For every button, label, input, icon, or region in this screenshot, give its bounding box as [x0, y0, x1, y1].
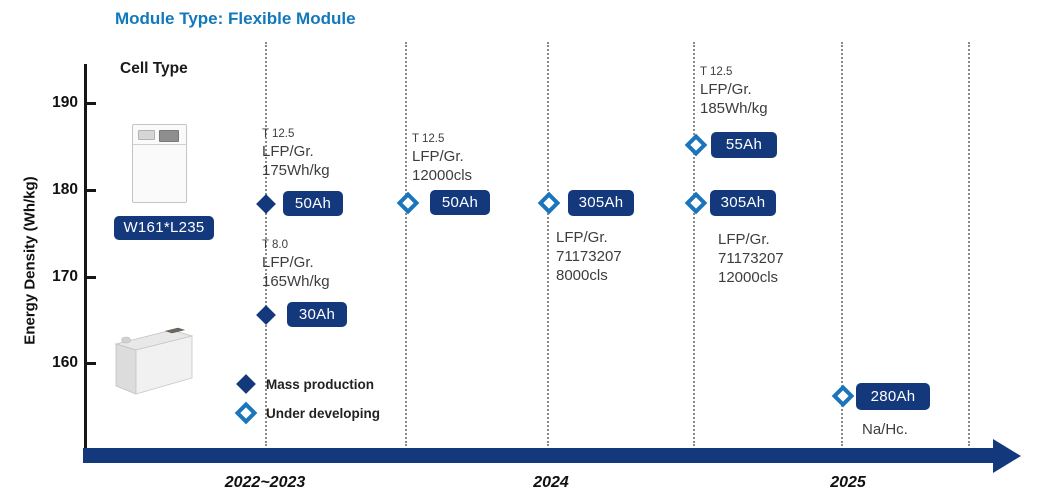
annotation-line: LFP/Gr. — [412, 148, 464, 165]
annotation-line: LFP/Gr. — [262, 143, 314, 160]
annotation-line: 71173207 — [556, 248, 622, 265]
annotation-line: LFP/Gr. — [700, 81, 752, 98]
dotted-guide-line — [693, 42, 695, 446]
under-developing-diamond-icon — [537, 191, 561, 215]
page-title: Module Type: Flexible Module — [115, 9, 356, 28]
dotted-guide-line — [547, 42, 549, 446]
capacity-badge: 305Ah — [710, 190, 776, 216]
annotation-line: T 12.5 — [412, 133, 445, 145]
annotation-50ah-ud: T 12.5 LFP/Gr. 12000cls — [412, 132, 472, 185]
mass-production-diamond-icon — [256, 194, 276, 214]
dotted-guide-line — [968, 42, 970, 446]
y-axis-label: Energy Density (Wh/kg) — [21, 176, 39, 345]
capacity-badge: 50Ah — [283, 191, 343, 216]
x-label-2024: 2024 — [533, 474, 569, 491]
annotation-line: 175Wh/kg — [262, 162, 330, 179]
x-label-2022-2023: 2022~2023 — [224, 474, 306, 491]
annotation-line: Na/Hc. — [862, 421, 908, 438]
y-tick-label: 170 — [52, 268, 78, 285]
y-axis-line — [84, 64, 87, 463]
capacity-badge: 55Ah — [711, 132, 777, 158]
timeline-arrow-head-icon — [993, 439, 1021, 473]
annotation-305ah-late2024: LFP/Gr. 71173207 12000cls — [718, 230, 784, 287]
legend-under-developing-label: Under developing — [266, 406, 381, 421]
y-tick-mark — [87, 362, 96, 365]
annotation-line: 71173207 — [718, 250, 784, 267]
y-tick-label: 180 — [52, 181, 78, 198]
annotation-line: T 12.5 — [262, 128, 295, 140]
capacity-badge: 280Ah — [856, 383, 930, 410]
annotation-line: LFP/Gr. — [556, 229, 608, 246]
dotted-guide-line — [841, 42, 843, 446]
y-tick-mark — [87, 189, 96, 192]
y-tick-mark — [87, 276, 96, 279]
prismatic-cell-3d-image — [114, 327, 194, 395]
timeline-arrow-shaft — [83, 448, 993, 463]
mass-production-legend-diamond-icon — [236, 374, 256, 394]
mass-production-diamond-icon — [256, 305, 276, 325]
annotation-line: T 8.0 — [262, 239, 288, 251]
under-developing-diamond-icon — [684, 133, 708, 157]
annotation-line: 8000cls — [556, 267, 608, 284]
annotation-line: 12000cls — [412, 167, 473, 184]
prismatic-cell-front-image — [132, 124, 187, 203]
annotation-line: T 12.5 — [700, 66, 733, 78]
cell-type-heading: Cell Type — [120, 60, 188, 77]
annotation-nahc: Na/Hc. — [862, 420, 908, 439]
annotation-30ah-mp: T 8.0 LFP/Gr. 165Wh/kg — [262, 238, 330, 291]
under-developing-diamond-icon — [396, 191, 420, 215]
y-tick-label: 160 — [52, 354, 78, 371]
annotation-305ah-2024: LFP/Gr. 71173207 8000cls — [556, 228, 622, 285]
annotation-line: LFP/Gr. — [262, 254, 314, 271]
annotation-line: 12000cls — [718, 269, 779, 286]
dotted-guide-line — [405, 42, 407, 446]
x-label-2025: 2025 — [830, 474, 866, 491]
annotation-line: LFP/Gr. — [718, 231, 770, 248]
annotation-line: 185Wh/kg — [700, 100, 768, 117]
annotation-55ah-ud: T 12.5 LFP/Gr. 185Wh/kg — [700, 65, 768, 118]
y-tick-mark — [87, 102, 96, 105]
capacity-badge: 305Ah — [568, 190, 634, 216]
cell-size-badge: W161*L235 — [114, 216, 214, 240]
dotted-guide-line — [265, 42, 267, 446]
annotation-line: 165Wh/kg — [262, 273, 330, 290]
under-developing-legend-diamond-icon — [234, 401, 258, 425]
legend-mass-production-label: Mass production — [266, 377, 375, 392]
under-developing-diamond-icon — [684, 191, 708, 215]
cell-terminal-right — [159, 130, 179, 142]
capacity-badge: 30Ah — [287, 302, 347, 327]
capacity-badge: 50Ah — [430, 190, 490, 215]
y-tick-label: 190 — [52, 94, 78, 111]
cell-terminal-left — [138, 130, 155, 140]
under-developing-diamond-icon — [831, 384, 855, 408]
annotation-50ah-mp: T 12.5 LFP/Gr. 175Wh/kg — [262, 127, 330, 180]
cell-terminal-strip — [133, 125, 186, 145]
